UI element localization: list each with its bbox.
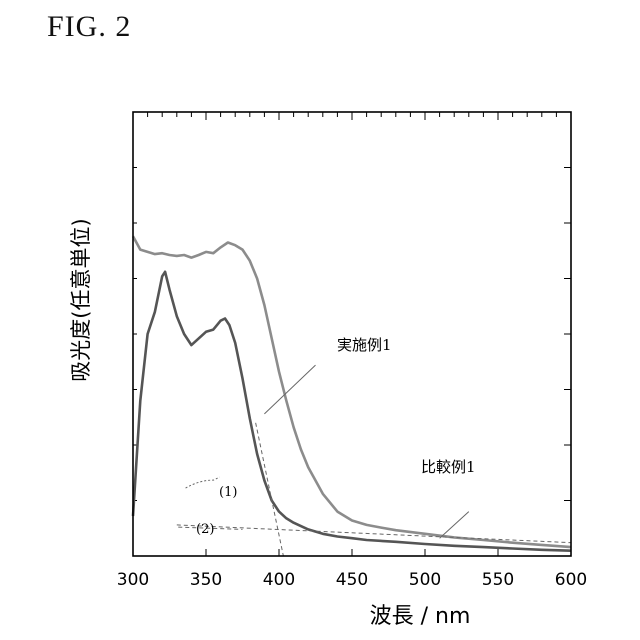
x-tick-label: 350 (190, 570, 222, 590)
x-axis-label: 波長 / nm (370, 604, 471, 629)
tangent-line-1 (256, 423, 284, 556)
annotation-jisshirei1: 実施例1 (337, 336, 392, 354)
series-line-2 (133, 272, 571, 551)
x-tick-labels: 300 350 400 450 500 550 600 (117, 570, 587, 590)
x-tick-label: 400 (263, 570, 295, 590)
axis-ticks (133, 112, 571, 556)
x-tick-label: 600 (555, 570, 587, 590)
x-tick-label: 550 (482, 570, 514, 590)
x-tick-label: 500 (409, 570, 441, 590)
annotation-1: (1) (219, 485, 237, 500)
x-tick-label: 450 (336, 570, 368, 590)
leader-jisshirei1 (264, 365, 315, 414)
series-line-1 (133, 236, 571, 547)
plot-frame (133, 112, 571, 556)
y-axis-label: 吸光度(任意単位) (69, 218, 93, 381)
leader-hikakurei1 (440, 512, 469, 539)
leader-1 (186, 477, 220, 488)
x-tick-label: 300 (117, 570, 149, 590)
annotation-hikakurei1: 比較例1 (421, 458, 476, 476)
annotation-2: (2) (196, 522, 214, 537)
series-layer (133, 236, 571, 550)
